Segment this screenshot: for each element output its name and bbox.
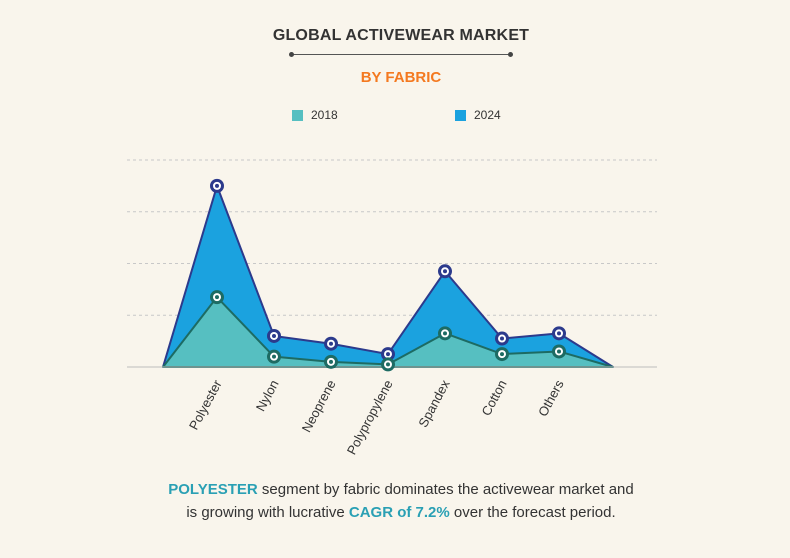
caption-line-2: is growing with lucrative CAGR of 7.2% o… [0, 501, 790, 524]
point-2018-nylon-dot [272, 354, 276, 359]
caption-text-2: is growing with lucrative [186, 504, 349, 521]
caption-text-1: segment by fabric dominates the activewe… [257, 481, 634, 498]
legend-label-2018: 2018 [311, 108, 338, 122]
area-2018 [162, 296, 614, 368]
caption-line-1: POLYESTER segment by fabric dominates th… [0, 478, 790, 501]
area-chart: Polyester Nylon Neoprene Polypropylene Spand… [127, 159, 657, 457]
chart-legend: 2018 2024 [0, 108, 790, 124]
x-tick-label: Cotton [478, 377, 509, 418]
point-2018-cotton-dot [500, 352, 504, 357]
point-2018-polypropylene-dot [386, 362, 390, 367]
x-tick-label: Polyester [186, 377, 225, 432]
x-tick-label: Others [535, 377, 567, 419]
legend-swatch-2024 [455, 109, 466, 121]
point-2024-polyester-dot [215, 183, 219, 188]
legend-swatch-2018 [292, 109, 303, 121]
chart-caption: POLYESTER segment by fabric dominates th… [0, 478, 790, 524]
x-tick-label: Neoprene [299, 377, 339, 434]
point-2018-spandex-dot [443, 331, 447, 336]
legend-item-2024: 2024 [455, 108, 501, 122]
divider-dot-right [508, 52, 513, 57]
point-2024-neoprene-dot [329, 341, 333, 346]
point-2024-cotton-dot [500, 336, 504, 341]
caption-text-3: over the forecast period. [449, 504, 616, 521]
point-2024-polypropylene-dot [386, 352, 390, 357]
point-2024-nylon-dot [272, 333, 276, 338]
chart-title: GLOBAL ACTIVEWEAR MARKET [272, 27, 530, 44]
point-2018-others-dot [557, 349, 561, 354]
x-tick-label: Nylon [253, 377, 282, 413]
title-divider [289, 52, 513, 57]
legend-label-2024: 2024 [474, 108, 501, 122]
point-2024-others-dot [557, 331, 561, 336]
caption-highlight-polyester: POLYESTER [168, 481, 258, 498]
chart-subtitle: BY FABRIC [360, 69, 442, 86]
x-tick-label: Spandex [415, 377, 453, 430]
point-2018-neoprene-dot [329, 359, 333, 364]
legend-item-2018: 2018 [292, 108, 338, 122]
divider-dot-left [289, 52, 294, 57]
point-2018-polyester-dot [215, 295, 219, 300]
point-2024-spandex-dot [443, 269, 447, 274]
x-tick-label: Polypropylene [344, 377, 396, 457]
caption-highlight-cagr: CAGR of 7.2% [348, 504, 450, 521]
